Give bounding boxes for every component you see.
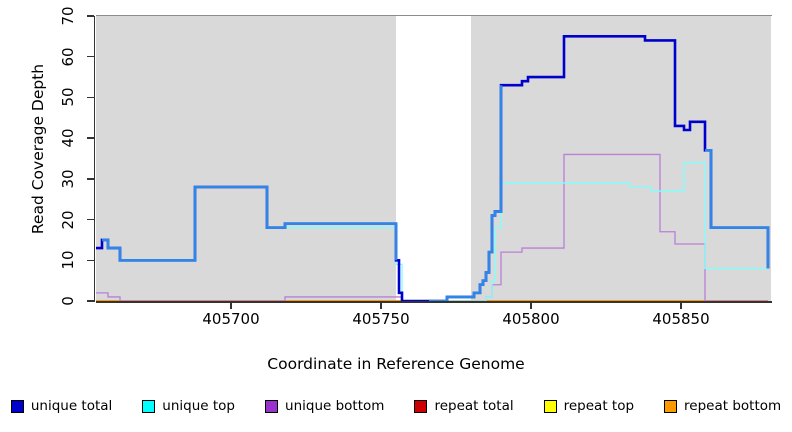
legend-item-repeat-top[interactable]: repeat top (543, 398, 635, 414)
legend-swatch-icon (142, 399, 156, 413)
y-tick (87, 178, 94, 180)
legend-swatch-icon (664, 399, 678, 413)
unshaded-gap-region (396, 16, 471, 301)
legend-swatch-icon (543, 399, 557, 413)
legend-swatch-icon (414, 399, 428, 413)
legend-label: unique bottom (285, 398, 385, 414)
legend-label: repeat top (563, 398, 635, 414)
panel-top-border (96, 15, 772, 16)
series-line-unique-top (267, 161, 768, 302)
series-line-unique-total-overplot (705, 149, 770, 269)
x-axis-label: Coordinate in Reference Genome (267, 355, 525, 373)
x-tick (230, 302, 232, 309)
legend-label: unique total (30, 398, 113, 414)
series-line-unique-total (96, 35, 770, 303)
legend-item-repeat-bottom[interactable]: repeat bottom (664, 398, 781, 414)
legend-swatch-icon (265, 399, 279, 413)
y-tick (87, 137, 94, 139)
x-axis-line (96, 301, 772, 303)
legend-item-unique-top[interactable]: unique top (142, 398, 235, 414)
x-tick-label: 405850 (652, 310, 710, 328)
legend-item-unique-total[interactable]: unique total (10, 398, 113, 414)
y-tick (87, 56, 94, 58)
y-tick-label: 70 (59, 6, 77, 26)
y-tick (87, 259, 94, 261)
x-tick (380, 302, 382, 309)
legend-swatch-icon (10, 399, 24, 413)
chart-legend: unique total unique top unique bottom repea… (0, 398, 792, 414)
y-tick-label: 40 (59, 128, 77, 148)
y-tick-label: 60 (59, 47, 77, 67)
x-tick-label: 405800 (502, 310, 560, 328)
y-axis-line (94, 16, 96, 302)
y-tick (87, 218, 94, 221)
legend-label: unique top (162, 398, 236, 414)
y-tick-label: 10 (59, 250, 77, 270)
y-tick-label: 30 (59, 169, 77, 189)
legend-label: repeat bottom (684, 398, 782, 414)
x-tick-label: 405750 (352, 310, 410, 328)
y-tick-label: 0 (59, 296, 77, 306)
y-tick (87, 300, 94, 302)
x-tick (680, 302, 682, 309)
series-line-unique-total-overplot (429, 85, 503, 303)
legend-item-unique-bottom[interactable]: unique bottom (265, 398, 384, 414)
y-tick (87, 15, 94, 17)
y-tick (87, 96, 94, 99)
y-tick-label: 20 (59, 210, 77, 230)
plot-panel-background (96, 16, 771, 301)
series-line-unique-total-overplot (102, 185, 398, 262)
legend-label: repeat total (434, 398, 514, 414)
y-axis-label: Read Coverage Depth (29, 63, 47, 235)
x-tick (530, 302, 532, 309)
y-tick-label: 50 (59, 87, 77, 107)
x-tick-label: 405700 (202, 310, 260, 328)
legend-item-repeat-total[interactable]: repeat total (414, 398, 514, 414)
series-line-unique-bottom (96, 153, 768, 302)
